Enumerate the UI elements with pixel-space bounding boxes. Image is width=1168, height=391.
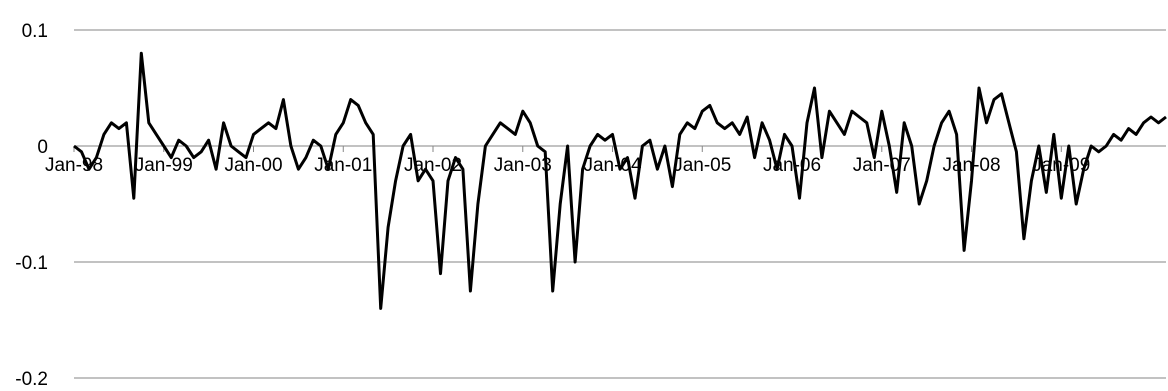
y-tick-label: -0.2 [15, 369, 48, 390]
x-tick-label: Jan-02 [404, 155, 462, 176]
y-tick-label: -0.1 [15, 253, 48, 274]
x-tick-label: Jan-09 [1032, 155, 1090, 176]
grid-lines [74, 29, 1166, 379]
y-axis-labels: 0.1 0 -0.1 -0.2 [15, 21, 48, 390]
x-tick-label: Jan-98 [45, 155, 103, 176]
x-tick-label: Jan-00 [224, 155, 282, 176]
x-tick-label: Jan-07 [853, 155, 911, 176]
x-tick-label: Jan-01 [314, 155, 372, 176]
x-tick-label: Jan-04 [583, 155, 642, 176]
y-tick-label: 0.1 [22, 21, 48, 42]
y-tick-label: 0 [37, 137, 48, 158]
series-line [73, 51, 1167, 310]
x-tick-label: Jan-03 [494, 155, 552, 176]
x-tick-label: Jan-05 [673, 155, 731, 176]
x-tick-label: Jan-99 [135, 155, 193, 176]
x-tick-label: Jan-06 [763, 155, 821, 176]
